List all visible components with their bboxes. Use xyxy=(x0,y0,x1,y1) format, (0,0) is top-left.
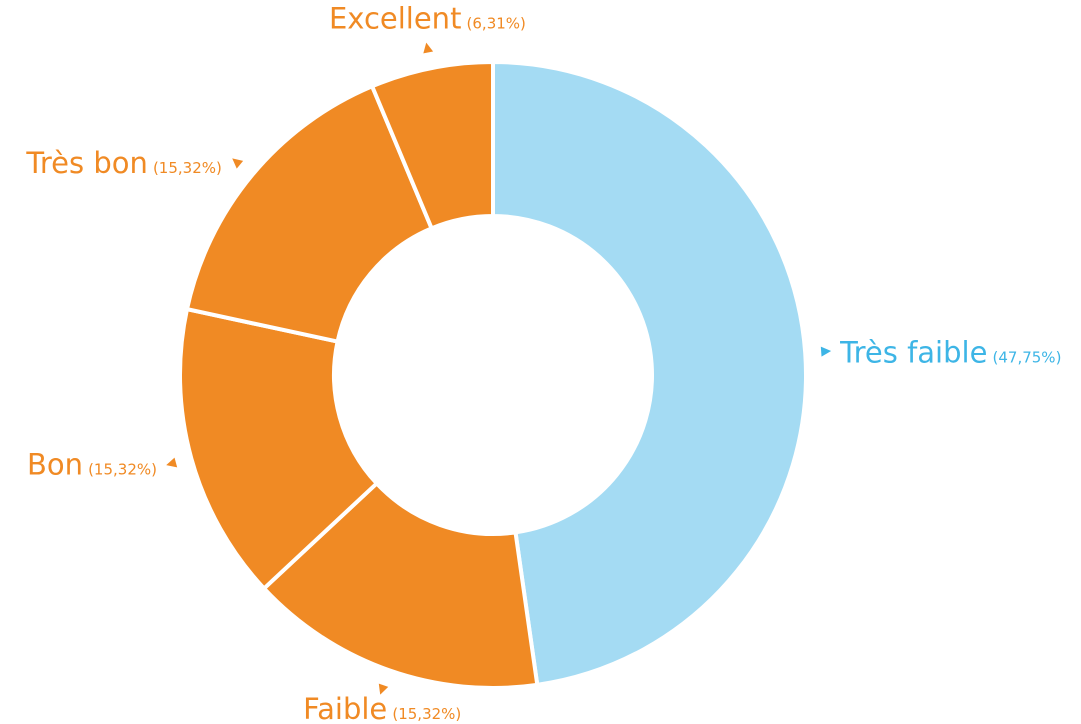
data-label: Excellent (6,31%) xyxy=(329,2,526,36)
pointer xyxy=(378,683,389,695)
pointer xyxy=(166,457,178,468)
data-label: Très bon (15,32%) xyxy=(25,146,221,180)
pointer xyxy=(423,42,434,54)
value-label: (15,32%) xyxy=(392,705,461,723)
category-label: Très faible xyxy=(839,335,987,369)
value-label: (15,32%) xyxy=(88,461,157,479)
value-label: (6,31%) xyxy=(467,15,526,33)
data-label: Bon (15,32%) xyxy=(27,448,157,482)
slice xyxy=(369,59,495,231)
pointer xyxy=(232,158,244,169)
category-label: Bon xyxy=(27,448,83,482)
slice xyxy=(178,306,380,592)
slice xyxy=(261,480,540,690)
category-label: Faible xyxy=(303,692,387,724)
pointer xyxy=(820,346,832,357)
value-label: (47,75%) xyxy=(993,348,1062,366)
value-label: (15,32%) xyxy=(153,159,222,177)
category-label: Très bon xyxy=(25,146,147,180)
data-label: Faible (15,32%) xyxy=(303,692,461,724)
slice xyxy=(184,83,435,344)
slice xyxy=(491,59,808,688)
data-label: Très faible (47,75%) xyxy=(839,335,1061,369)
category-label: Excellent xyxy=(329,2,461,36)
